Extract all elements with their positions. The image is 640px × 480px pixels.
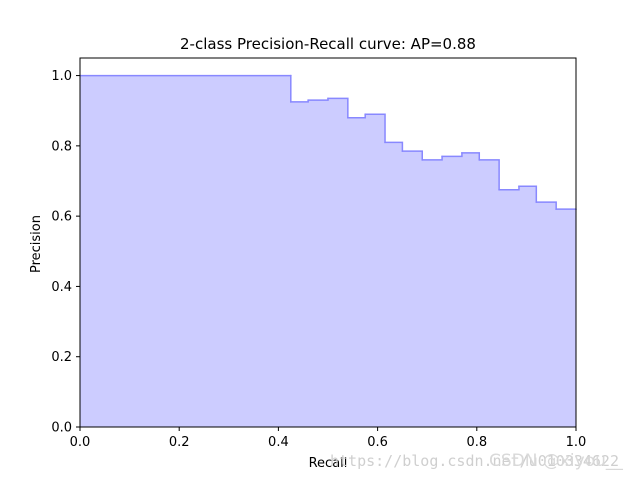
- data-point: [518, 185, 520, 188]
- data-point: [384, 141, 386, 144]
- data-point: [290, 74, 292, 77]
- x-tick-label: 0.8: [466, 435, 487, 450]
- data-point: [401, 150, 404, 152]
- data-point: [478, 159, 481, 161]
- x-ticks: 0.0 0.2 0.4 0.6 0.8 1.0: [70, 427, 587, 450]
- y-tick-label: 0.8: [51, 139, 72, 154]
- area-fill: [80, 75, 576, 428]
- data-point: [461, 152, 463, 154]
- data-point: [498, 188, 500, 191]
- watermark-brand: CSDN @xiyou__: [489, 451, 623, 471]
- y-ticks: 0.0 0.2 0.4 0.6 0.8 1.0: [51, 69, 80, 436]
- x-tick-label: 0.6: [367, 435, 388, 450]
- y-tick-label: 0.0: [51, 421, 72, 436]
- data-point: [421, 159, 424, 161]
- data-point: [347, 116, 349, 119]
- chart-title: 2-class Precision-Recall curve: AP=0.88: [180, 35, 476, 53]
- x-axis-label: Recall: [309, 456, 348, 471]
- y-tick-label: 0.4: [51, 280, 72, 295]
- x-tick-label: 0.4: [268, 435, 289, 450]
- y-tick-label: 0.6: [51, 210, 72, 225]
- step-line-layer: [79, 74, 577, 210]
- data-point: [307, 99, 309, 101]
- data-point: [327, 97, 329, 100]
- watermark-url: https://blog.csdn.net/u010334622: [330, 452, 619, 470]
- y-tick-label: 0.2: [51, 350, 72, 365]
- x-tick-label: 1.0: [566, 435, 587, 450]
- data-point: [290, 101, 292, 103]
- x-tick-label: 0.2: [169, 435, 190, 450]
- data-point: [555, 208, 557, 210]
- y-axis-label: Precision: [29, 215, 44, 273]
- data-point: [364, 113, 367, 116]
- data-point: [441, 155, 443, 158]
- area-fill-layer: [80, 75, 576, 428]
- axes-frame: [79, 57, 577, 428]
- y-tick-label: 1.0: [51, 69, 72, 84]
- x-tick-label: 0.0: [70, 435, 91, 450]
- data-point: [535, 201, 538, 203]
